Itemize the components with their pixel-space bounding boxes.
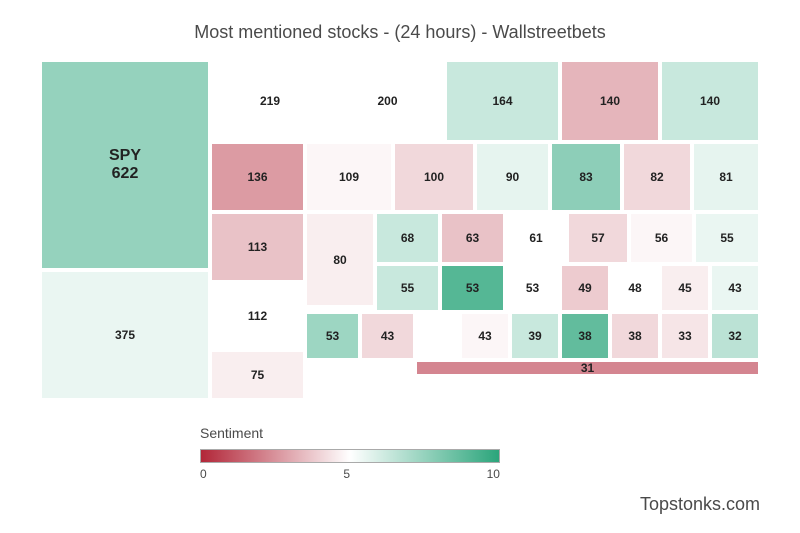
treemap-cell: 43 <box>710 264 760 312</box>
treemap-cell: 75 <box>210 350 305 400</box>
treemap-cell: 57 <box>567 212 629 264</box>
treemap-cell: 55 <box>375 264 440 312</box>
treemap-cell: 56 <box>629 212 694 264</box>
treemap-cell: 38 <box>560 312 610 360</box>
treemap-cell: SPY622 <box>40 60 210 270</box>
treemap-cell: 90 <box>475 142 550 212</box>
cell-value: 38 <box>578 329 591 343</box>
treemap-cell: 31 <box>415 360 760 376</box>
cell-value: 100 <box>424 170 444 184</box>
cell-value: 53 <box>526 281 539 295</box>
legend: Sentiment 0 5 10 <box>200 425 600 481</box>
legend-colorbar <box>200 449 500 463</box>
treemap-cell: 43 <box>460 312 510 360</box>
cell-value: 63 <box>466 231 479 245</box>
cell-value: 375 <box>115 328 135 342</box>
treemap-cell: 53 <box>505 264 560 312</box>
cell-value: 33 <box>678 329 691 343</box>
treemap-cell: 200 <box>330 60 445 142</box>
treemap-cell: 109 <box>305 142 393 212</box>
treemap-cell: 53 <box>440 264 505 312</box>
treemap-cell: 63 <box>440 212 505 264</box>
footer-credit: Topstonks.com <box>640 494 760 515</box>
treemap-cell: 140 <box>660 60 760 142</box>
treemap-cell: 48 <box>610 264 660 312</box>
cell-value: 39 <box>528 329 541 343</box>
cell-ticker: SPY <box>109 147 141 165</box>
legend-ticks: 0 5 10 <box>200 467 500 481</box>
cell-value: 55 <box>720 231 733 245</box>
treemap-cell: 33 <box>660 312 710 360</box>
cell-value: 32 <box>728 329 741 343</box>
treemap-cell: 39 <box>510 312 560 360</box>
legend-tick: 0 <box>200 467 207 481</box>
cell-value: 31 <box>581 361 594 375</box>
cell-value: 112 <box>248 309 267 323</box>
cell-value: 38 <box>628 329 641 343</box>
treemap-cell: 219 <box>210 60 330 142</box>
cell-value: 81 <box>719 170 732 184</box>
cell-value: 53 <box>466 281 479 295</box>
treemap-cell: 113 <box>210 212 305 282</box>
cell-value: 83 <box>579 170 592 184</box>
cell-value: 61 <box>529 231 542 245</box>
treemap-cell: 82 <box>622 142 692 212</box>
legend-tick: 5 <box>343 467 350 481</box>
treemap-cell: 80 <box>305 212 375 307</box>
treemap-cell: 83 <box>550 142 622 212</box>
cell-value: 80 <box>333 253 346 267</box>
treemap-cell: 61 <box>505 212 567 264</box>
cell-value: 200 <box>377 94 397 108</box>
treemap-cell: 164 <box>445 60 560 142</box>
treemap-cell: 49 <box>560 264 610 312</box>
treemap-cell: 112 <box>210 282 305 350</box>
cell-value: 113 <box>248 240 267 254</box>
treemap-cell: 55 <box>694 212 760 264</box>
treemap-cell: 140 <box>560 60 660 142</box>
cell-value: 53 <box>326 329 339 343</box>
treemap-cell: 32 <box>710 312 760 360</box>
cell-value: 75 <box>251 368 264 382</box>
cell-value: 57 <box>591 231 604 245</box>
treemap-cell: 136 <box>210 142 305 212</box>
cell-value: 140 <box>700 94 720 108</box>
cell-value: 56 <box>655 231 668 245</box>
cell-value: 43 <box>381 329 394 343</box>
legend-tick: 10 <box>487 467 500 481</box>
treemap-cell: 68 <box>375 212 440 264</box>
cell-value: 109 <box>339 170 359 184</box>
cell-value: 55 <box>401 281 414 295</box>
cell-value: 90 <box>506 170 519 184</box>
cell-value: 43 <box>728 281 741 295</box>
cell-value: 82 <box>650 170 663 184</box>
treemap-cell: 81 <box>692 142 760 212</box>
treemap-cell: 375 <box>40 270 210 400</box>
cell-value: 219 <box>260 94 280 108</box>
cell-value: 622 <box>112 165 139 183</box>
treemap-cell: 53 <box>305 312 360 360</box>
treemap-cell: 38 <box>610 312 660 360</box>
chart-title: Most mentioned stocks - (24 hours) - Wal… <box>0 0 800 43</box>
treemap-cell: 43 <box>360 312 415 360</box>
cell-value: 164 <box>492 94 512 108</box>
cell-value: 136 <box>247 170 267 184</box>
cell-value: 43 <box>478 329 491 343</box>
legend-title: Sentiment <box>200 425 600 441</box>
cell-value: 45 <box>678 281 691 295</box>
cell-value: 68 <box>401 231 414 245</box>
cell-value: 140 <box>600 94 620 108</box>
treemap-cell: 45 <box>660 264 710 312</box>
cell-value: 48 <box>628 281 641 295</box>
cell-value: 49 <box>578 281 591 295</box>
treemap-chart: SPY622 375 219 200 164 140 140 136 113 112 75 109 10… <box>40 60 760 400</box>
treemap-cell: 100 <box>393 142 475 212</box>
